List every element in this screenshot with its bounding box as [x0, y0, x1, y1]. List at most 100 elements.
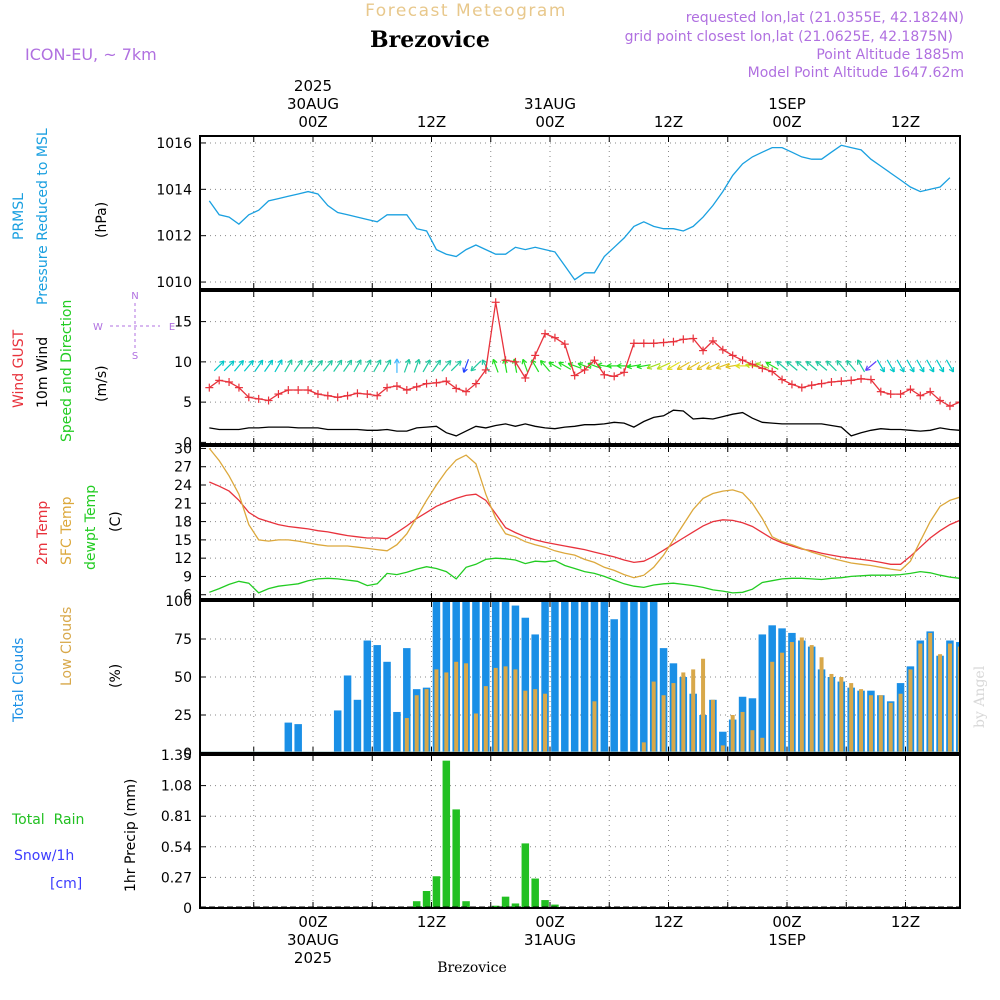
bottom-time-label: 00Z — [535, 913, 564, 931]
bottom-time-label: 00Z — [772, 913, 801, 931]
rain-bar — [422, 891, 431, 908]
series-line-10m-wind — [209, 409, 960, 437]
wind-arrow — [825, 360, 837, 372]
wind-arrow — [383, 359, 392, 373]
wind-arrow — [521, 358, 529, 373]
low-cloud-bar — [592, 701, 597, 753]
total-cloud-bar — [343, 675, 352, 753]
panel-frame — [199, 445, 961, 600]
wind-arrow — [274, 359, 283, 373]
low-cloud-bar — [493, 667, 498, 753]
total-cloud-bar — [630, 601, 638, 753]
plot-area — [208, 144, 951, 281]
precip-unit: 1hr Precip (mm) — [123, 779, 139, 892]
wind-arrow — [715, 362, 730, 370]
wind-arrow — [441, 359, 452, 372]
top-time-label: 12Z — [891, 113, 920, 131]
wind-arrows — [213, 358, 955, 373]
y-tick-label: 15 — [174, 533, 192, 549]
low-cloud-bar — [789, 642, 794, 753]
wind-arrow — [491, 358, 499, 373]
total-cloud-bar — [748, 698, 757, 753]
total-cloud-bar — [649, 601, 658, 753]
top-time-label: 30AUG — [287, 95, 339, 113]
low-cloud-bar — [750, 730, 755, 753]
low-cloud-bar — [404, 718, 409, 753]
sfc-temp-label: SFC Temp — [59, 496, 75, 565]
rain-bar — [501, 896, 510, 908]
wind-arrow — [462, 359, 470, 373]
top-time-label: 12Z — [417, 113, 446, 131]
wind-arrow — [413, 358, 421, 373]
temperature-panel: 6 9 12 15 18 21 24 27 30 — [174, 441, 961, 604]
total-cloud-bar — [472, 601, 480, 753]
clouds-panel: 0 25 50 75 100 — [165, 594, 961, 762]
wind-arrow — [403, 358, 411, 373]
low-cloud-bar — [671, 683, 676, 753]
wind-arrow — [776, 360, 788, 371]
y-tick-label: 30 — [174, 441, 192, 457]
y-tick-label: 0.27 — [161, 870, 192, 886]
watermark: by Angel — [972, 665, 988, 728]
wind-arrow — [548, 361, 562, 370]
rain-bar — [511, 903, 520, 908]
bottom-time-label: 2025 — [294, 949, 332, 967]
wind-arrow — [284, 359, 293, 373]
wind-arrow — [233, 359, 245, 372]
bottom-time-label: 12Z — [417, 913, 446, 931]
footer-location: Brezovice — [437, 960, 507, 976]
bottom-time-label: 00Z — [298, 913, 327, 931]
low-cloud-bar — [681, 672, 686, 753]
wind-gust-label: Wind GUST — [11, 329, 27, 408]
y-tick-label: 0.81 — [161, 809, 192, 825]
wind-arrow — [254, 359, 264, 372]
wind-arrow — [936, 359, 945, 373]
y-tick-label: 25 — [174, 708, 192, 724]
gust-markers — [205, 298, 960, 411]
y-tick-label: 50 — [174, 670, 192, 686]
grid — [200, 446, 960, 599]
location-title: Brezovice — [370, 27, 490, 53]
rain-bar — [442, 760, 451, 908]
total-cloud-bar — [758, 634, 767, 753]
wind-arrow — [676, 361, 690, 370]
wind-arrow — [363, 359, 372, 373]
low-cloud-bar — [444, 672, 449, 753]
wind-arrow — [450, 360, 462, 372]
low-cloud-bar — [483, 686, 488, 753]
panel-frame — [199, 290, 961, 445]
grid — [200, 754, 960, 909]
total-cloud-bar — [403, 648, 411, 753]
compass-w: W — [93, 322, 103, 333]
wind-arrow — [353, 359, 362, 373]
clouds-unit: (%) — [108, 664, 124, 688]
y-axis: 0 0.27 0.54 0.81 1.08 1.35 — [161, 748, 906, 917]
bottom-time-label: 1SEP — [768, 931, 806, 949]
series-line-sfc-temp — [208, 447, 960, 579]
wind-arrow — [876, 359, 885, 373]
rain-bar — [412, 901, 421, 908]
total-cloud-bar — [570, 601, 579, 753]
low-cloud-bar — [829, 673, 834, 753]
wind-arrow — [213, 360, 225, 372]
y-tick-label: 24 — [174, 478, 192, 494]
y-tick-label: 1012 — [156, 229, 192, 245]
wind-arrow — [836, 359, 847, 372]
wind-arrow — [795, 360, 808, 371]
low-cloud-bar — [878, 695, 883, 753]
y-tick-label: 10 — [174, 355, 192, 371]
wind-arrow — [666, 361, 680, 370]
wind-arrow — [706, 362, 720, 370]
low-cloud-bar — [918, 643, 923, 753]
low-cloud-bar — [859, 689, 864, 753]
low-cloud-bar — [434, 669, 439, 753]
pressure-title-2: Pressure Reduced to MSL — [35, 128, 51, 305]
total-cloud-bar — [294, 724, 302, 753]
low-cloud-bar — [464, 663, 469, 753]
wind-arrow — [431, 359, 442, 372]
y-tick-label: 9 — [183, 569, 192, 585]
wind-arrow — [765, 361, 779, 370]
top-time-label: 31AUG — [524, 95, 576, 113]
total-cloud-bar — [620, 601, 628, 753]
pressure-labels: PRMSL Pressure Reduced to MSL (hPa) — [11, 128, 110, 305]
